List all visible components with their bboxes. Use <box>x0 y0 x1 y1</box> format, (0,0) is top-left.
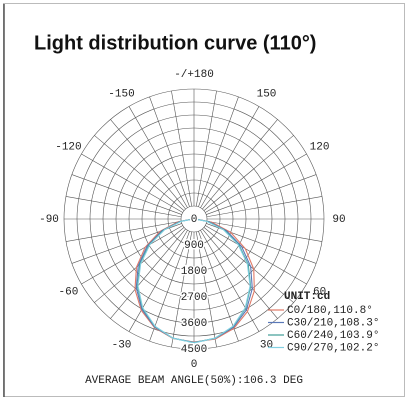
spoke <box>200 230 260 332</box>
spoke <box>198 231 239 342</box>
theta-tick-label: 90 <box>332 214 345 226</box>
spoke <box>205 153 307 213</box>
spoke <box>71 174 182 215</box>
grid-ring <box>115 140 273 298</box>
spoke <box>205 225 307 285</box>
r-tick-label: 1800 <box>181 266 207 278</box>
theta-tick-label: 30 <box>260 339 273 351</box>
spoke <box>198 96 239 207</box>
spoke <box>195 231 217 348</box>
spoke <box>206 220 323 242</box>
theta-tick-label: -30 <box>112 339 132 351</box>
spoke <box>206 196 323 218</box>
spoke <box>94 135 185 211</box>
spoke <box>110 119 186 210</box>
spoke <box>202 119 278 210</box>
spoke <box>81 225 183 285</box>
chart-title: Light distribution curve (110°) <box>34 32 316 54</box>
spoke <box>81 153 183 213</box>
r-tick-label: 4500 <box>181 344 207 356</box>
spoke <box>206 174 317 215</box>
spoke <box>202 228 278 319</box>
minor-ring <box>128 153 260 285</box>
spoke <box>128 106 188 208</box>
r-tick-label: 3600 <box>181 318 207 330</box>
spoke <box>149 96 190 207</box>
spoke <box>200 106 260 208</box>
spoke <box>110 228 186 319</box>
grid-ring <box>141 166 247 272</box>
unit-label: UNIT:cd <box>284 291 330 303</box>
spoke <box>65 220 182 242</box>
legend-label: C30/210,108.3° <box>287 317 379 329</box>
theta-tick-label: -/+180 <box>174 69 214 81</box>
grid-ring <box>63 88 325 350</box>
spoke <box>149 231 190 342</box>
theta-tick-label: 0 <box>191 359 198 371</box>
minor-ring <box>102 127 286 311</box>
spoke <box>203 135 294 211</box>
theta-tick-label: 60 <box>313 286 326 298</box>
theta-tick-label: -60 <box>59 286 79 298</box>
spoke <box>195 90 217 207</box>
legend-label: C0/180,110.8° <box>287 305 373 317</box>
theta-tick-label: -120 <box>55 141 81 153</box>
theta-tick-label: 120 <box>310 141 330 153</box>
theta-tick-label: -90 <box>39 214 59 226</box>
spoke <box>171 90 193 207</box>
series-line <box>137 218 251 344</box>
grid-ring <box>89 114 299 324</box>
spoke <box>128 230 188 332</box>
grid-ring <box>167 192 221 246</box>
r-tick-label: 900 <box>184 240 204 252</box>
legend-label: C60/240,103.9° <box>287 330 379 342</box>
r-tick-label: 0 <box>191 214 198 226</box>
annotation: AVERAGE BEAM ANGLE(50%):106.3 DEG <box>85 375 303 387</box>
spoke <box>171 231 193 348</box>
theta-tick-label: 150 <box>257 88 277 100</box>
legend-label: C90/270,102.2° <box>287 342 379 354</box>
theta-tick-label: -150 <box>108 88 134 100</box>
minor-ring <box>180 205 208 233</box>
spoke <box>65 196 182 218</box>
minor-ring <box>76 101 312 337</box>
minor-ring <box>154 179 234 259</box>
r-tick-label: 2700 <box>181 292 207 304</box>
